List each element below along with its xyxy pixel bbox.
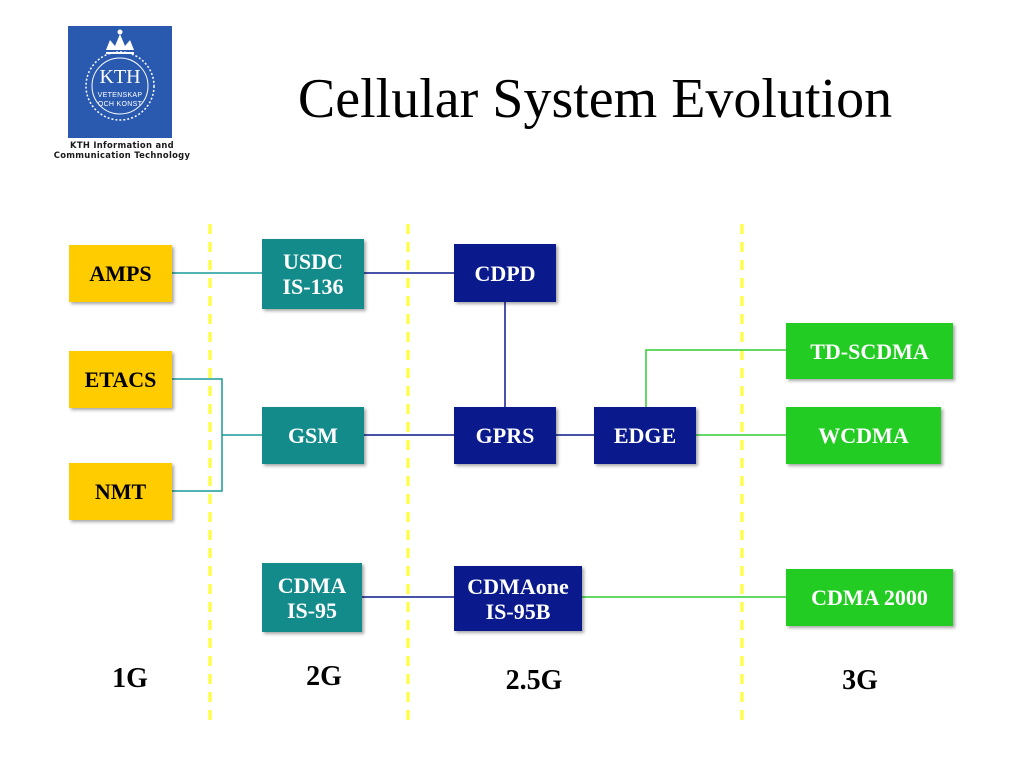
node-label: CDPD xyxy=(474,260,536,286)
node-nmt: NMT xyxy=(69,463,172,520)
node-label: IS-95 xyxy=(286,597,338,623)
navy-connectors xyxy=(362,272,594,598)
logo-motto-line1: VETENSKAP xyxy=(97,92,143,99)
node-wcdma: WCDMA xyxy=(786,407,941,464)
node-label: TD-SCDMA xyxy=(810,338,929,364)
edge-edge-tdscdma xyxy=(645,349,786,408)
node-label: ETACS xyxy=(84,367,157,392)
generation-label-25g: 2.5G xyxy=(505,665,563,696)
node-cdma: CDMA IS-95 xyxy=(262,563,362,632)
node-label: CDMA 2000 xyxy=(811,585,928,610)
generation-separators xyxy=(208,224,744,724)
node-label: IS-95B xyxy=(485,598,551,624)
node-gprs: GPRS xyxy=(454,407,556,464)
node-td-scdma: TD-SCDMA xyxy=(786,323,953,379)
teal-connectors xyxy=(172,272,262,492)
node-label: GSM xyxy=(287,423,339,448)
node-cdmaone: CDMAone IS-95B xyxy=(454,566,582,631)
node-label: CDMA xyxy=(277,572,347,598)
node-usdc: USDC IS-136 xyxy=(262,239,364,309)
logo-emblem xyxy=(68,26,172,138)
node-label: WCDMA xyxy=(818,423,909,448)
node-label: USDC xyxy=(283,249,343,274)
node-etacs: ETACS xyxy=(69,351,172,408)
generation-label-1g: 1G xyxy=(112,663,148,694)
logo-motto-line2: OCH KONST xyxy=(97,101,143,108)
kth-logo: KTH VETENSKAP OCH KONST xyxy=(68,26,172,138)
edge-etacs-gsm xyxy=(172,378,262,436)
generation-label-3g: 3G xyxy=(842,665,878,696)
logo-text: KTH xyxy=(99,66,141,88)
node-cdma2000: CDMA 2000 xyxy=(786,569,953,626)
logo-subtitle-line2: Communication Technology xyxy=(53,150,191,160)
generation-label-2g: 2G xyxy=(306,661,342,692)
node-label: NMT xyxy=(94,479,147,504)
green-connectors xyxy=(582,349,786,598)
node-label: CDMAone xyxy=(467,573,569,599)
edge-nmt-gsm xyxy=(172,435,223,492)
crown-seal-icon xyxy=(85,29,155,121)
node-amps: AMPS xyxy=(69,245,172,302)
node-label: IS-136 xyxy=(282,274,344,299)
node-edge: EDGE xyxy=(594,407,696,464)
node-gsm: GSM xyxy=(262,407,364,464)
node-label: AMPS xyxy=(89,261,152,286)
logo-subtitle: KTH Information and Communication Techno… xyxy=(50,140,194,160)
logo-subtitle-line1: KTH Information and xyxy=(70,140,174,150)
slide-title: Cellular System Evolution xyxy=(297,68,893,130)
node-cdpd: CDPD xyxy=(454,244,556,302)
node-label: EDGE xyxy=(613,423,677,448)
node-label: GPRS xyxy=(475,423,535,448)
